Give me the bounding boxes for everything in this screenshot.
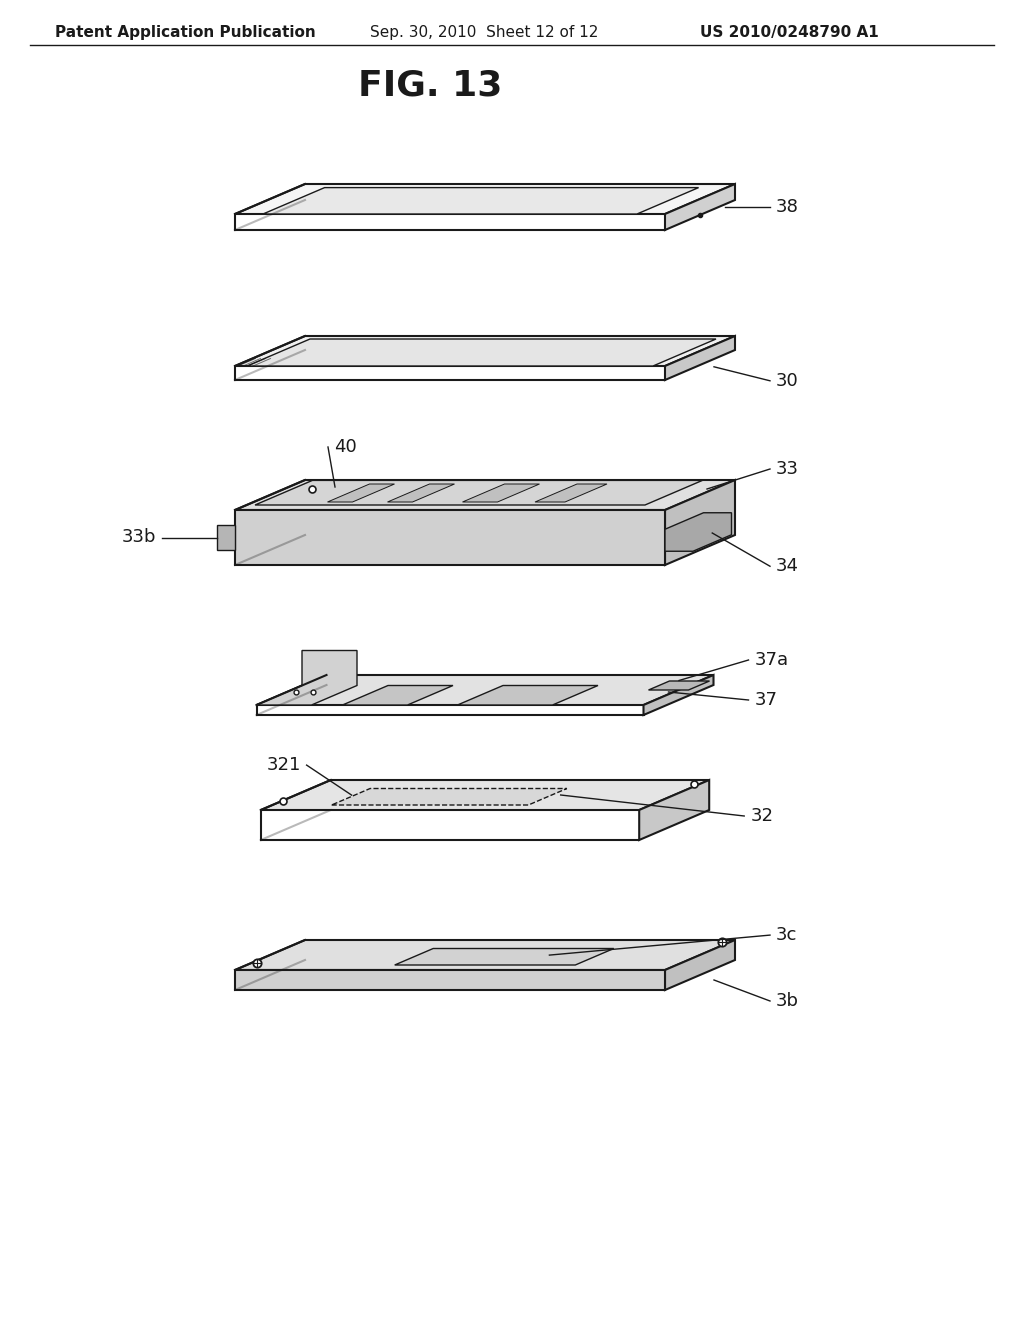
Polygon shape [665, 480, 735, 565]
Polygon shape [342, 685, 453, 705]
Polygon shape [255, 480, 702, 506]
Polygon shape [234, 183, 735, 214]
Text: 37: 37 [755, 690, 777, 709]
Polygon shape [256, 651, 357, 705]
Polygon shape [535, 484, 607, 502]
Text: 33: 33 [776, 459, 799, 478]
Polygon shape [234, 940, 735, 970]
Text: 33b: 33b [122, 528, 156, 546]
Polygon shape [648, 681, 710, 690]
Polygon shape [665, 337, 735, 380]
Polygon shape [217, 525, 234, 549]
Text: Sep. 30, 2010  Sheet 12 of 12: Sep. 30, 2010 Sheet 12 of 12 [370, 25, 598, 40]
Text: 37a: 37a [755, 651, 788, 669]
Polygon shape [263, 187, 698, 214]
Polygon shape [394, 949, 613, 965]
Text: 38: 38 [776, 198, 799, 216]
Polygon shape [665, 940, 735, 990]
Polygon shape [234, 337, 735, 366]
Polygon shape [665, 183, 735, 230]
Polygon shape [261, 780, 710, 810]
Text: 40: 40 [334, 438, 356, 455]
Polygon shape [234, 480, 735, 510]
Text: 3b: 3b [776, 993, 799, 1010]
Text: 30: 30 [776, 372, 799, 389]
Text: 321: 321 [266, 756, 301, 774]
Text: 34: 34 [776, 557, 799, 576]
Polygon shape [387, 484, 455, 502]
Polygon shape [665, 512, 731, 552]
Polygon shape [643, 675, 714, 715]
Text: FIG. 13: FIG. 13 [357, 69, 502, 102]
Text: 3c: 3c [776, 927, 798, 944]
Polygon shape [234, 970, 665, 990]
Polygon shape [463, 484, 540, 502]
Text: 32: 32 [751, 807, 773, 825]
Polygon shape [458, 685, 598, 705]
Polygon shape [247, 339, 716, 366]
Polygon shape [639, 780, 710, 840]
Polygon shape [256, 675, 714, 705]
Polygon shape [234, 510, 665, 565]
Text: Patent Application Publication: Patent Application Publication [55, 25, 315, 40]
Polygon shape [328, 484, 394, 502]
Text: US 2010/0248790 A1: US 2010/0248790 A1 [700, 25, 879, 40]
Polygon shape [332, 788, 567, 805]
